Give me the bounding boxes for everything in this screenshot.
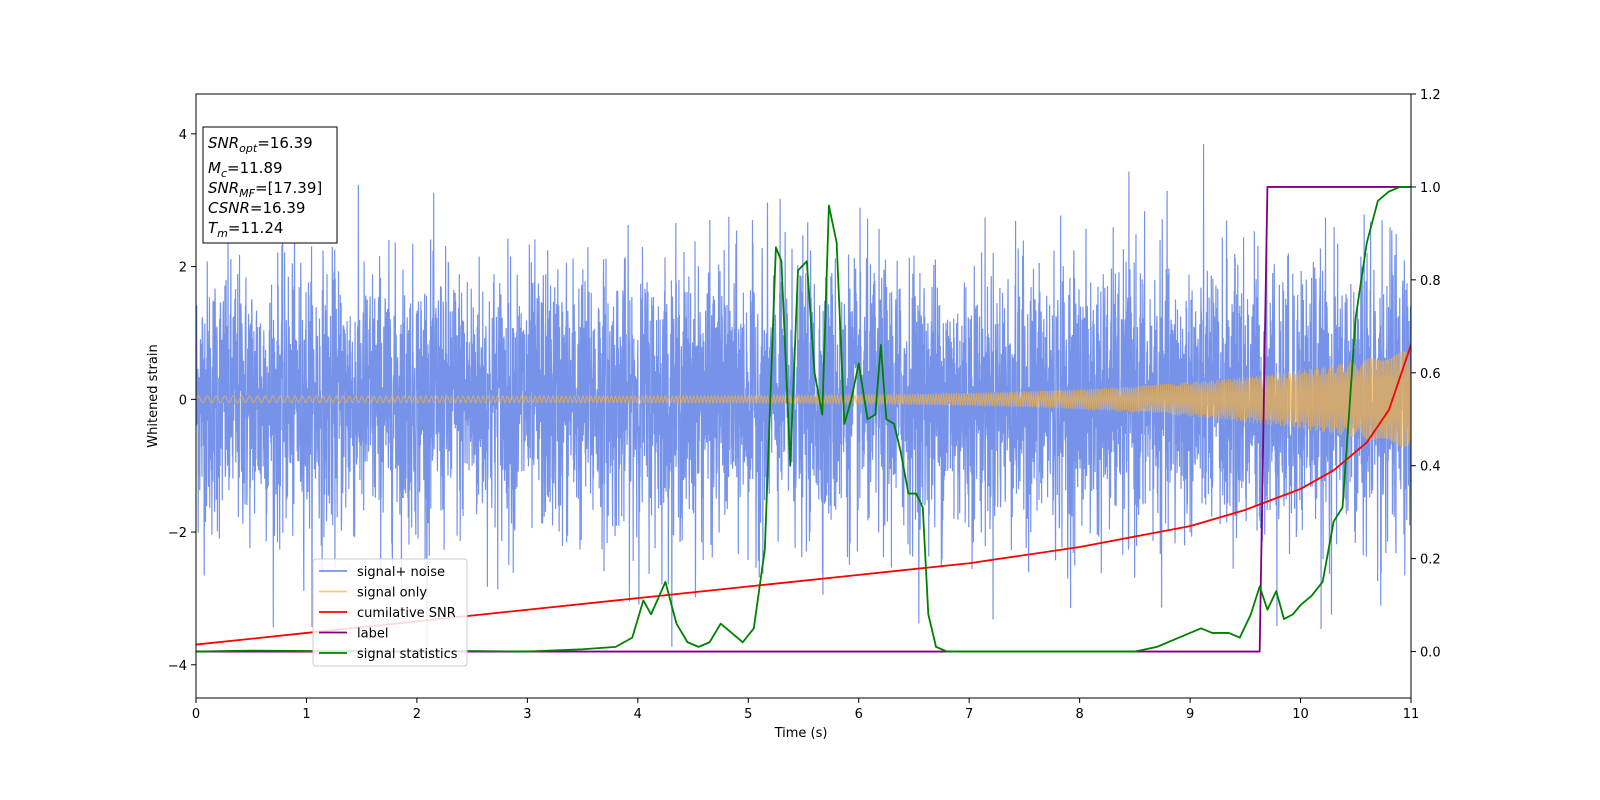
x-tick-label: 2 bbox=[413, 707, 421, 722]
y-tick-label: −2 bbox=[168, 526, 187, 541]
info-line-value: =16.39 bbox=[250, 199, 306, 217]
y-tick-label: 4 bbox=[179, 128, 187, 143]
plot-frame bbox=[195, 93, 1412, 699]
legend-label: cumilative SNR bbox=[357, 606, 456, 621]
y2-tick-label: 0.8 bbox=[1420, 274, 1441, 289]
info-line-subscript: c bbox=[221, 167, 227, 180]
info-line-symbol: CSNR bbox=[208, 199, 250, 217]
info-line-symbol: M bbox=[208, 159, 221, 177]
signal-noise-line bbox=[196, 144, 1411, 665]
legend-frame bbox=[312, 558, 468, 667]
signal-only-line bbox=[196, 351, 1411, 448]
legend-label: signal+ noise bbox=[357, 565, 445, 580]
info-line-subscript: m bbox=[217, 227, 228, 240]
info-line-value: =11.89 bbox=[227, 159, 283, 177]
signal-statistics-line bbox=[196, 186, 1411, 653]
y2-axis: 1.2 1.0 0.8 0.6 0.4 0.2 0.0 bbox=[1411, 88, 1441, 661]
x-tick-label: 0 bbox=[192, 707, 200, 722]
info-box: SNRopt=16.39Mc=11.89SNRMF=[17.39]CSNR=16… bbox=[202, 126, 338, 244]
cumulative-snr-line bbox=[196, 344, 1411, 646]
info-line-symbol: SNR bbox=[208, 134, 239, 152]
info-line-subscript: opt bbox=[239, 142, 258, 155]
info-line: CSNR=16.39 bbox=[208, 199, 305, 217]
y-tick-label: 2 bbox=[179, 261, 187, 276]
x-tick-label: 10 bbox=[1292, 707, 1309, 722]
y-tick-label: 0 bbox=[179, 393, 187, 408]
legend: signal+ noise signal only cumilative SNR la… bbox=[312, 558, 468, 667]
x-tick-label: 7 bbox=[965, 707, 973, 722]
info-line: Tm=11.24 bbox=[208, 219, 283, 240]
signal-only-series bbox=[196, 351, 1411, 448]
info-line-symbol: SNR bbox=[208, 179, 239, 197]
x-axis: 0 1 2 3 4 5 6 7 8 9 10 11 bbox=[192, 698, 1419, 722]
y-axis-label: Whitened strain bbox=[146, 344, 161, 447]
x-tick-label: 8 bbox=[1075, 707, 1083, 722]
x-tick-label: 6 bbox=[855, 707, 863, 722]
x-tick-label: 11 bbox=[1403, 707, 1420, 722]
legend-label: signal only bbox=[357, 586, 427, 601]
y2-tick-label: 0.2 bbox=[1420, 553, 1441, 568]
y2-tick-label: 0.6 bbox=[1420, 367, 1441, 382]
y2-tick-label: 0.0 bbox=[1420, 646, 1441, 661]
info-line-value: =16.39 bbox=[257, 134, 313, 152]
right-axis-series bbox=[196, 186, 1411, 653]
x-tick-label: 9 bbox=[1186, 707, 1194, 722]
signal-noise-series bbox=[196, 144, 1411, 665]
info-box-frame bbox=[202, 126, 338, 244]
label-line bbox=[196, 186, 1411, 653]
info-line-symbol: T bbox=[208, 219, 219, 237]
x-tick-label: 5 bbox=[744, 707, 752, 722]
x-axis-label: Time (s) bbox=[774, 726, 828, 741]
y-tick-label: −4 bbox=[168, 659, 187, 674]
y2-tick-label: 0.4 bbox=[1420, 460, 1441, 475]
legend-label: label bbox=[357, 627, 388, 642]
info-line-value: =11.24 bbox=[228, 219, 284, 237]
info-line: SNRopt=16.39 bbox=[208, 134, 313, 155]
y-axis: 4 2 0 −2 −4 bbox=[168, 128, 196, 674]
info-line-value: =[17.39] bbox=[255, 179, 322, 197]
info-line-subscript: MF bbox=[239, 187, 255, 200]
info-line: Mc=11.89 bbox=[208, 159, 283, 180]
y2-tick-label: 1.2 bbox=[1420, 88, 1441, 103]
x-tick-label: 4 bbox=[634, 707, 642, 722]
x-tick-label: 3 bbox=[523, 707, 531, 722]
x-tick-label: 1 bbox=[302, 707, 310, 722]
y2-tick-label: 1.0 bbox=[1420, 181, 1441, 196]
legend-label: signal statistics bbox=[357, 647, 458, 662]
info-line: SNRMF=[17.39] bbox=[208, 179, 322, 200]
